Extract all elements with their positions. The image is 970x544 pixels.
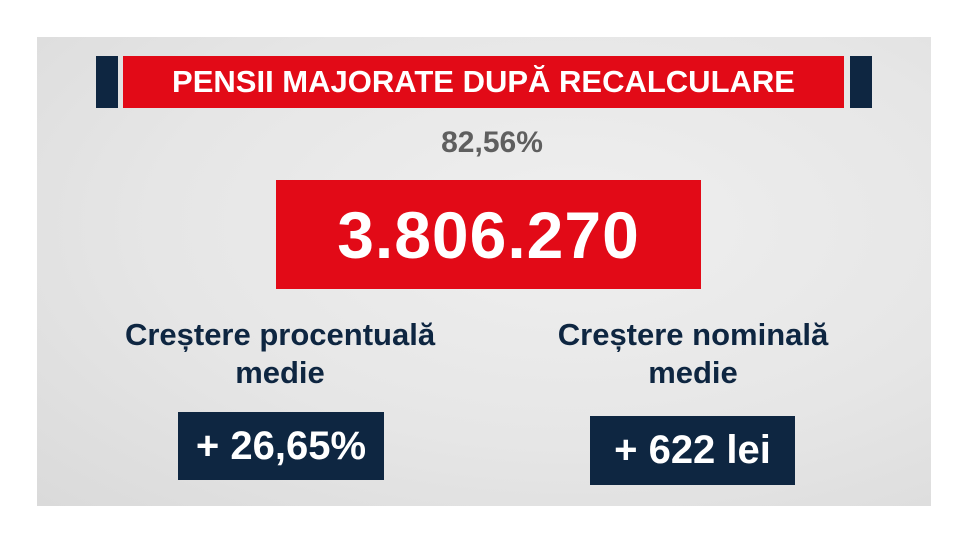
stat-value-box-percent: + 26,65% <box>178 412 384 480</box>
title-banner: PENSII MAJORATE DUPĂ RECALCULARE <box>123 56 844 108</box>
title-right-accent <box>850 56 872 108</box>
total-count-box: 3.806.270 <box>276 180 701 289</box>
title-left-accent <box>96 56 118 108</box>
title-text: PENSII MAJORATE DUPĂ RECALCULARE <box>172 64 795 99</box>
stat-heading-line2: medie <box>235 355 325 390</box>
stat-value-nominal: + 622 lei <box>614 428 771 472</box>
stat-value-percent: + 26,65% <box>195 423 367 468</box>
stat-heading-percent: Creștere procentuală medie <box>80 316 480 392</box>
stat-value-box-nominal: + 622 lei <box>590 416 795 485</box>
share-percentage: 82,56% <box>441 126 543 159</box>
stat-heading-nominal: Creștere nominală medie <box>493 316 893 392</box>
stat-heading-line2: medie <box>648 355 738 390</box>
stat-heading-line1: Creștere procentuală <box>124 317 436 352</box>
total-count: 3.806.270 <box>337 197 640 272</box>
stat-heading-line1: Creștere nominală <box>557 317 829 352</box>
